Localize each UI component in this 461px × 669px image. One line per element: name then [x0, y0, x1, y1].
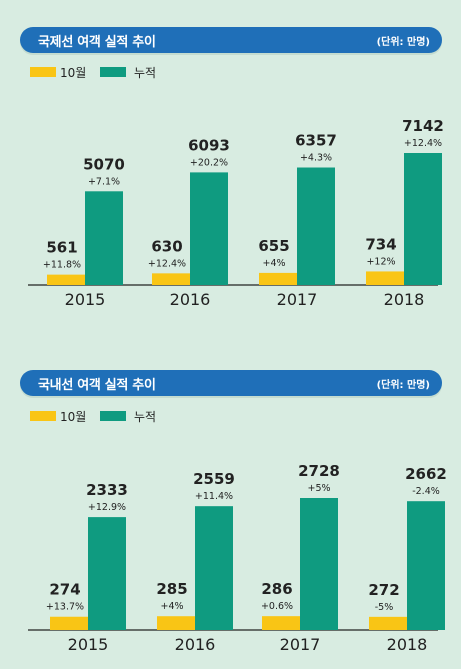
bar-cumulative-2017 [300, 498, 338, 630]
value-label-monthly-2016: 285 [156, 580, 187, 598]
growth-label-monthly-2017: +0.6% [261, 601, 293, 612]
bar-cumulative-2018 [407, 501, 445, 630]
growth-label-monthly-2018: -5% [375, 602, 394, 613]
value-label-cumulative-2017: 2728 [298, 462, 340, 480]
bar-cumulative-2017 [297, 167, 335, 285]
legend-label-cumulative: 누적 [134, 66, 157, 80]
value-label-cumulative-2018: 2662 [405, 465, 447, 483]
bar-monthly-2017 [259, 272, 297, 285]
bar-cumulative-2018 [404, 153, 442, 285]
international-title-bar: 국제선 여객 실적 추이 (단위: 만명) [20, 27, 442, 53]
domestic-chart-title: 국내선 여객 실적 추이 [38, 378, 156, 393]
x-tick-label-2018: 2018 [384, 290, 425, 309]
value-label-cumulative-2015: 5070 [83, 155, 125, 173]
value-label-monthly-2015: 561 [46, 239, 77, 257]
bar-monthly-2016 [152, 273, 190, 285]
value-label-monthly-2017: 655 [258, 237, 289, 255]
value-label-monthly-2018: 272 [368, 581, 399, 599]
growth-label-monthly-2018: +12% [366, 256, 395, 267]
value-label-cumulative-2016: 2559 [193, 470, 235, 488]
value-label-cumulative-2017: 6357 [295, 132, 337, 150]
growth-label-cumulative-2016: +11.4% [195, 491, 233, 502]
value-label-cumulative-2016: 6093 [188, 136, 230, 154]
bar-cumulative-2015 [88, 517, 126, 630]
legend-swatch-monthly [30, 67, 56, 77]
x-tick-label-2015: 2015 [68, 635, 109, 654]
legend-label-monthly: 10월 [60, 66, 87, 80]
growth-label-cumulative-2016: +20.2% [190, 157, 228, 168]
international-bar-chart: 561 +11.8% 5070 +7.1% 2015 630 +12.4% 6093 +20.2… [28, 117, 444, 309]
x-tick-label-2016: 2016 [175, 635, 216, 654]
legend-swatch-cumulative [100, 411, 126, 421]
value-label-cumulative-2015: 2333 [86, 481, 128, 499]
value-label-monthly-2015: 274 [49, 581, 80, 599]
bar-monthly-2016 [157, 616, 195, 630]
growth-label-monthly-2015: +13.7% [46, 602, 84, 613]
growth-label-cumulative-2018: -2.4% [412, 486, 440, 497]
growth-label-cumulative-2015: +12.9% [88, 502, 126, 513]
legend-label-cumulative: 누적 [134, 410, 157, 424]
bar-monthly-2018 [366, 271, 404, 285]
x-tick-label-2017: 2017 [277, 290, 318, 309]
value-label-monthly-2017: 286 [261, 580, 292, 598]
growth-label-monthly-2016: +4% [160, 601, 183, 612]
growth-label-cumulative-2017: +5% [307, 483, 330, 494]
value-label-monthly-2016: 630 [151, 237, 182, 255]
bar-monthly-2015 [50, 616, 88, 630]
growth-label-monthly-2017: +4% [262, 258, 285, 269]
value-label-monthly-2018: 734 [365, 235, 396, 253]
legend-swatch-monthly [30, 411, 56, 421]
bar-monthly-2018 [369, 616, 407, 630]
growth-label-monthly-2015: +11.8% [43, 260, 81, 271]
bar-cumulative-2015 [85, 191, 123, 285]
growth-label-cumulative-2015: +7.1% [88, 176, 120, 187]
x-tick-label-2016: 2016 [170, 290, 211, 309]
value-label-cumulative-2018: 7142 [402, 117, 444, 135]
legend-label-monthly: 10월 [60, 410, 87, 424]
bar-monthly-2017 [262, 616, 300, 630]
growth-label-cumulative-2018: +12.4% [404, 138, 442, 149]
growth-label-monthly-2016: +12.4% [148, 258, 186, 269]
domestic-title-bar: 국내선 여객 실적 추이 (단위: 만명) [20, 370, 442, 396]
international-unit-label: (단위: 만명) [376, 37, 430, 48]
x-tick-label-2015: 2015 [65, 290, 106, 309]
x-tick-label-2017: 2017 [280, 635, 321, 654]
international-chart-title: 국제선 여객 실적 추이 [38, 35, 156, 50]
bar-cumulative-2016 [190, 172, 228, 285]
bar-monthly-2015 [47, 274, 85, 285]
growth-label-cumulative-2017: +4.3% [300, 153, 332, 164]
bar-cumulative-2016 [195, 506, 233, 630]
legend-swatch-cumulative [100, 67, 126, 77]
x-tick-label-2018: 2018 [387, 635, 428, 654]
domestic-unit-label: (단위: 만명) [376, 380, 430, 391]
